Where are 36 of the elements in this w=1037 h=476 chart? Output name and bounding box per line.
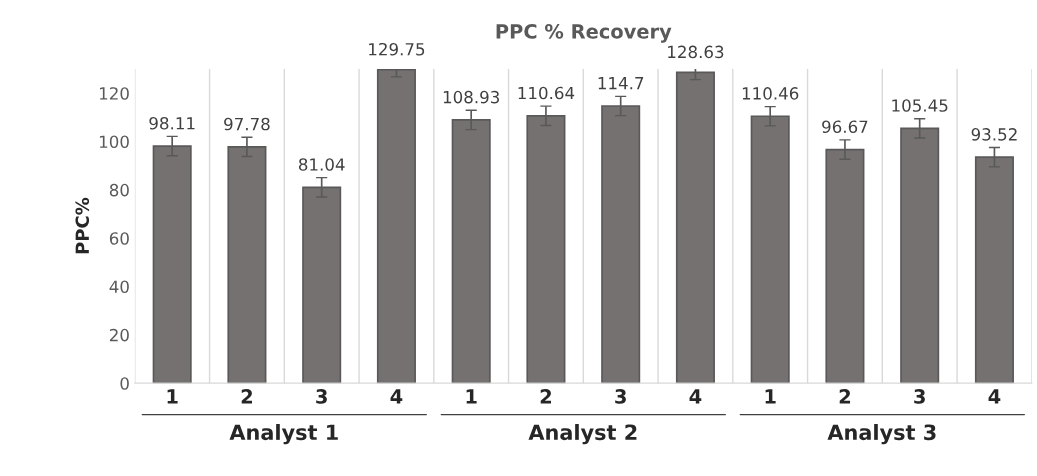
x-tick-label: 4 bbox=[988, 389, 1001, 404]
x-tick-label: 3 bbox=[316, 389, 327, 404]
data-label: 96.67 bbox=[822, 120, 868, 134]
y-tick-label: 100 bbox=[99, 135, 129, 149]
data-label: 110.64 bbox=[518, 86, 575, 100]
x-tick-label: 2 bbox=[839, 389, 851, 404]
text: Analyst 2 bbox=[528, 424, 637, 445]
x-tick-label: 4 bbox=[689, 389, 702, 404]
x-tick-label: 1 bbox=[765, 389, 776, 404]
x-tick-label: 3 bbox=[914, 389, 925, 404]
y-tick-label: 40 bbox=[109, 280, 129, 294]
y-axis-title: PPC% bbox=[75, 197, 90, 254]
y-tick-label: 80 bbox=[109, 183, 129, 197]
data-label: 110.46 bbox=[742, 87, 799, 100]
x-tick-label: 3 bbox=[615, 389, 626, 404]
y-tick-label: 20 bbox=[109, 328, 129, 342]
x-tick-label: 1 bbox=[466, 389, 477, 404]
text: Analyst 1 bbox=[229, 424, 338, 445]
data-label: 129.75 bbox=[369, 42, 425, 56]
x-tick-label: 4 bbox=[390, 389, 403, 404]
y-tick-label: 120 bbox=[99, 87, 129, 100]
text: Analyst 3 bbox=[827, 424, 936, 445]
chart-title: PPC % Recovery bbox=[496, 24, 672, 43]
data-label: 105.45 bbox=[892, 99, 948, 112]
x-tick-label: 2 bbox=[241, 389, 253, 404]
x-tick-label: 1 bbox=[167, 389, 178, 404]
data-label: 98.11 bbox=[149, 116, 195, 130]
y-tick-label: 60 bbox=[109, 232, 129, 245]
data-label: 128.63 bbox=[668, 45, 724, 59]
data-label: 97.78 bbox=[224, 117, 270, 131]
data-label: 108.93 bbox=[443, 90, 500, 104]
data-label: 114.7 bbox=[598, 77, 644, 90]
y-tick-label: 0 bbox=[120, 377, 129, 390]
data-label: 81.04 bbox=[298, 158, 345, 171]
x-tick-label: 2 bbox=[540, 389, 552, 404]
data-label: 93.52 bbox=[971, 128, 1017, 141]
